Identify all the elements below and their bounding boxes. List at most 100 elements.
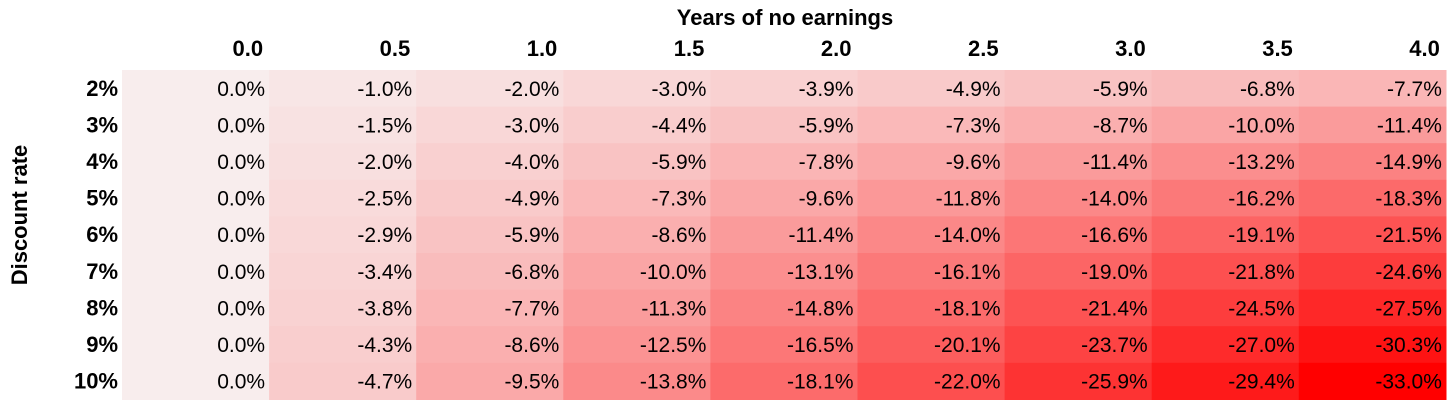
cell-value-label: -2.0% [504,78,559,101]
x-tick-labels: 0.0 0.5 1.0 1.5 2.0 2.5 3.0 3.5 4.0 [233,36,1440,61]
y-tick-labels: 2% 3% 4% 5% 6% 7% 8% 9% 10% [74,76,118,394]
y-tick-label: 8% [86,295,118,320]
heatmap-cell [563,362,711,400]
x-tick-label: 2.0 [821,36,852,61]
cell-value-label: -27.0% [1228,334,1295,357]
x-tick-label: 1.5 [674,36,705,61]
heatmap-cell [122,326,270,364]
heatmap-cell [416,253,564,291]
cell-value-label: 0.0% [217,224,265,247]
heatmap-cell [269,143,417,181]
heatmap-cell [122,70,270,108]
heatmap-cell [710,253,859,291]
cell-value-label: -27.5% [1375,297,1442,320]
cell-value-label: -3.0% [504,114,559,137]
x-tick-label: 1.0 [527,36,558,61]
heatmap-cell [563,216,711,254]
heatmap-cell [1004,289,1153,327]
cell-value-label: -14.9% [1375,151,1442,174]
cell-value-label: -2.0% [357,151,412,174]
heatmap-cells [122,70,1447,400]
heatmap-cell [122,179,270,217]
heatmap-cell [857,106,1006,144]
heatmap-cell [269,326,417,364]
heatmap-cell [563,253,711,291]
y-axis-title: Discount rate [7,145,32,286]
heatmap-cell [416,179,564,217]
heatmap-cell [1298,143,1447,181]
cell-value-label: -25.9% [1081,371,1148,394]
cell-value-label: -11.4% [1083,151,1148,174]
heatmap-cell [1298,179,1447,217]
y-tick-label: 10% [74,369,118,394]
cell-value-label: -6.8% [504,261,559,284]
cell-value-label: -13.8% [640,371,707,394]
cell-value-label: -18.1% [787,371,854,394]
heatmap-cell [416,326,564,364]
cell-value-label: -10.0% [640,261,707,284]
cell-value-label: -1.0% [357,78,412,101]
heatmap-cell [710,362,859,400]
cell-value-label: 0.0% [217,151,265,174]
x-tick-label: 0.5 [380,36,411,61]
heatmap-cell [710,143,859,181]
cell-value-label: -14.8% [787,297,854,320]
cell-value-label: -2.9% [357,224,412,247]
heatmap-cell [1298,362,1447,400]
cell-value-label: -16.2% [1228,188,1295,211]
cell-value-label: -11.8% [936,188,1001,211]
heatmap-cell [563,179,711,217]
cell-value-label: -11.4% [789,224,854,247]
heatmap-cell [857,179,1006,217]
cell-value-label: 0.0% [217,188,265,211]
heatmap-cell [710,106,859,144]
cell-value-label: -7.3% [652,188,707,211]
heatmap-cell [857,143,1006,181]
y-tick-label: 9% [86,332,118,357]
heatmap-cell [269,179,417,217]
cell-value-label: -24.5% [1228,297,1295,320]
x-tick-label: 0.0 [233,36,264,61]
cell-value-label: 0.0% [217,114,265,137]
heatmap-cell [710,289,859,327]
heatmap-cell [857,216,1006,254]
heatmap-cell [710,326,859,364]
heatmap-cell [1151,143,1300,181]
y-tick-label: 6% [86,222,118,247]
heatmap-cell [710,216,859,254]
heatmap-cell [563,70,711,108]
cell-value-label: -19.1% [1228,224,1295,247]
heatmap-cell [1004,106,1153,144]
heatmap-cell [857,326,1006,364]
cell-value-label: -16.5% [787,334,854,357]
cell-value-label: -30.3% [1375,334,1442,357]
x-tick-label: 4.0 [1409,36,1440,61]
y-tick-label: 5% [86,186,118,211]
cell-value-label: -7.7% [1387,78,1442,101]
heatmap-cell [563,106,711,144]
cell-value-label: -18.3% [1375,188,1442,211]
cell-value-label: -8.6% [504,334,559,357]
heatmap-cell [1151,326,1300,364]
heatmap-cell [122,216,270,254]
heatmap-cell [1151,106,1300,144]
cell-value-label: -10.0% [1228,114,1295,137]
heatmap-cell [269,70,417,108]
heatmap-cell [122,106,270,144]
x-tick-label: 3.5 [1262,36,1293,61]
heatmap-cell [1151,70,1300,108]
cell-value-label: -7.8% [799,151,854,174]
heatmap-cell [857,362,1006,400]
cell-value-label: -16.6% [1081,224,1148,247]
cell-value-label: -5.9% [799,114,854,137]
cell-value-label: -11.3% [641,297,706,320]
heatmap-cell [122,362,270,400]
heatmap-cell [1004,216,1153,254]
cell-value-label: -4.7% [357,371,412,394]
heatmap-cell [1298,326,1447,364]
heatmap-cell [1004,179,1153,217]
heatmap-cell [269,216,417,254]
heatmap-cell [269,289,417,327]
heatmap-cell [1004,362,1153,400]
heatmap-cell [269,106,417,144]
